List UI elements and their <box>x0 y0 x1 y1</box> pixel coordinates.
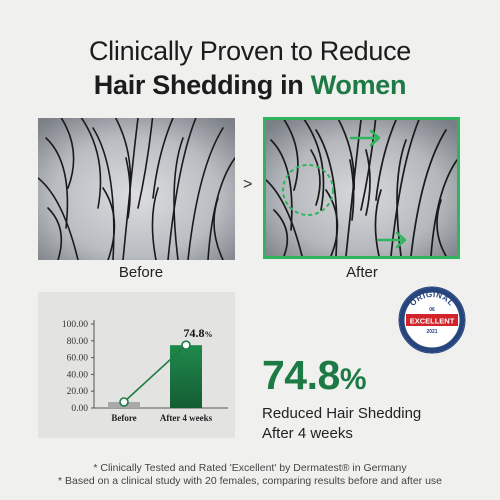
headline-accent-word: Women <box>310 70 407 100</box>
svg-text:dermatest: dermatest <box>412 334 452 349</box>
point-before <box>119 397 129 407</box>
x-tick-label: After 4 weeks <box>160 413 213 423</box>
headline-line-2-text: Hair Shedding in <box>93 70 311 100</box>
highlight-circle <box>282 164 334 216</box>
footnote-dermatest: * Clinically Tested and Rated 'Excellent… <box>93 462 407 474</box>
result-number: 74.8 <box>262 352 340 398</box>
arrow-right-icon <box>349 129 381 147</box>
y-tick-label: 0.00 <box>71 404 88 414</box>
badge-year: 2021 <box>426 329 437 335</box>
dermatest-excellent-seal: ORIGINAL dermatest 06 EXCELLENT 2021 <box>398 286 466 354</box>
result-unit: % <box>339 363 367 396</box>
data-label-after: 74.8% <box>184 326 213 340</box>
badge-number: 06 <box>429 307 435 313</box>
after-label: After <box>346 264 378 281</box>
before-scalp-photo <box>38 118 235 260</box>
footnote-study: * Based on a clinical study with 20 fema… <box>57 475 443 487</box>
x-tick-label: Before <box>111 413 136 423</box>
result-description-line-2: After 4 weeks <box>262 425 353 442</box>
badge-rating: EXCELLENT <box>410 317 455 326</box>
arrow-right-icon <box>376 231 407 249</box>
point-after <box>181 340 191 350</box>
trend-line <box>123 344 187 403</box>
badge-bottom-text: dermatest <box>412 334 451 349</box>
result-value: 74.8% <box>262 352 367 399</box>
y-tick-label: 20.00 <box>67 387 89 397</box>
y-tick-label: 100.00 <box>62 320 88 330</box>
result-description-line-1: Reduced Hair Shedding <box>262 405 422 422</box>
headline-line-2: Hair Shedding in Women <box>0 70 500 101</box>
after-scalp-photo <box>263 117 460 259</box>
headline-line-1: Clinically Proven to Reduce <box>88 36 412 66</box>
y-tick-label: 60.00 <box>67 354 89 364</box>
results-chart: 0.00 20.00 40.00 60.00 80.00 100.00 Before Afte… <box>38 292 235 438</box>
chevron-right-icon: > <box>243 176 253 193</box>
y-tick-label: 40.00 <box>67 370 89 380</box>
y-tick-label: 80.00 <box>67 337 89 347</box>
before-label: Before <box>118 264 164 281</box>
